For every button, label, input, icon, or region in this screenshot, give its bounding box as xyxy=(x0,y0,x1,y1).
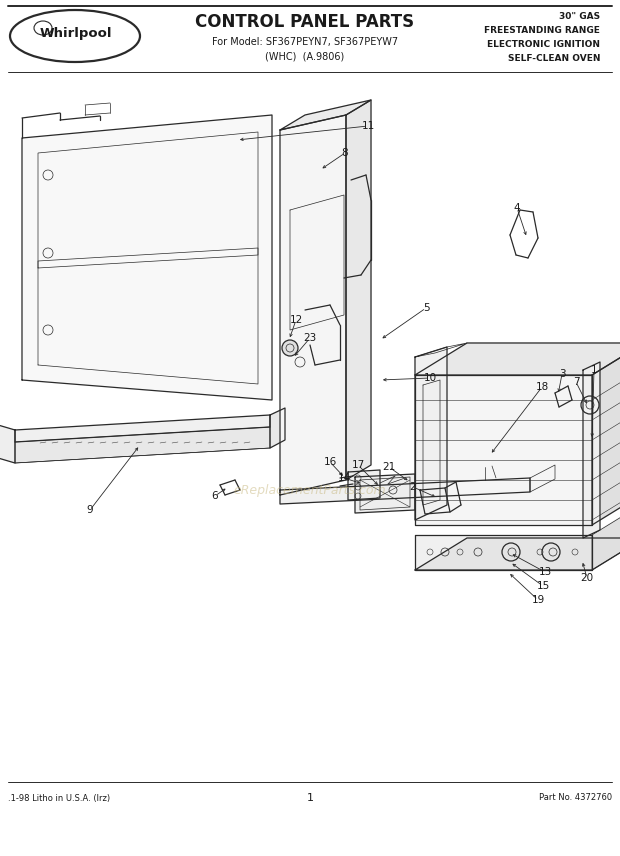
Polygon shape xyxy=(270,408,285,448)
Polygon shape xyxy=(22,115,272,400)
Polygon shape xyxy=(415,347,447,520)
Text: eReplacementParts.com: eReplacementParts.com xyxy=(234,484,386,496)
Text: 15: 15 xyxy=(536,581,549,591)
Text: 6: 6 xyxy=(211,491,218,501)
Text: For Model: SF367PEYN7, SF367PEYW7: For Model: SF367PEYN7, SF367PEYW7 xyxy=(212,37,398,47)
Polygon shape xyxy=(280,478,530,504)
Polygon shape xyxy=(355,474,415,513)
Text: 16: 16 xyxy=(324,457,337,467)
Text: 7: 7 xyxy=(573,377,579,387)
Circle shape xyxy=(282,340,298,356)
Text: 21: 21 xyxy=(383,462,396,472)
Circle shape xyxy=(581,396,599,414)
Polygon shape xyxy=(592,343,620,525)
Polygon shape xyxy=(415,538,620,570)
Text: 2: 2 xyxy=(410,482,416,492)
Polygon shape xyxy=(415,535,592,570)
Text: 1: 1 xyxy=(591,365,597,375)
Text: Whirlpool: Whirlpool xyxy=(40,27,112,39)
Text: 17: 17 xyxy=(352,460,365,470)
Text: 4: 4 xyxy=(514,203,520,213)
Text: SELF-CLEAN OVEN: SELF-CLEAN OVEN xyxy=(508,54,600,62)
Polygon shape xyxy=(592,503,620,570)
Text: 9: 9 xyxy=(87,505,94,515)
Text: (WHC)  (A.9806): (WHC) (A.9806) xyxy=(265,51,345,61)
Polygon shape xyxy=(346,100,371,480)
Polygon shape xyxy=(280,115,346,495)
Polygon shape xyxy=(0,425,15,463)
Polygon shape xyxy=(15,427,270,463)
Text: 11: 11 xyxy=(361,121,374,131)
Text: 23: 23 xyxy=(303,333,317,343)
Polygon shape xyxy=(348,470,380,500)
Text: 5: 5 xyxy=(423,303,429,313)
Polygon shape xyxy=(415,375,592,525)
Text: 8: 8 xyxy=(342,148,348,158)
Text: FREESTANDING RANGE: FREESTANDING RANGE xyxy=(484,26,600,34)
Text: 20: 20 xyxy=(580,573,593,583)
Text: 14: 14 xyxy=(337,473,351,483)
Text: ELECTRONIC IGNITION: ELECTRONIC IGNITION xyxy=(487,39,600,49)
Polygon shape xyxy=(583,362,600,538)
Text: 13: 13 xyxy=(538,567,552,577)
Text: 18: 18 xyxy=(536,382,549,392)
Text: 12: 12 xyxy=(290,315,303,325)
Polygon shape xyxy=(530,465,555,492)
Polygon shape xyxy=(15,415,270,442)
Text: Part No. 4372760: Part No. 4372760 xyxy=(539,794,612,803)
Circle shape xyxy=(471,439,499,467)
Text: CONTROL PANEL PARTS: CONTROL PANEL PARTS xyxy=(195,13,415,31)
Text: 30" GAS: 30" GAS xyxy=(559,11,600,21)
Text: 1: 1 xyxy=(306,793,314,803)
Text: .1-98 Litho in U.S.A. (lrz): .1-98 Litho in U.S.A. (lrz) xyxy=(8,794,110,803)
Polygon shape xyxy=(420,488,450,514)
Text: 19: 19 xyxy=(531,595,544,605)
Polygon shape xyxy=(280,100,371,130)
Text: 10: 10 xyxy=(423,373,436,383)
Text: 3: 3 xyxy=(559,369,565,379)
Polygon shape xyxy=(415,343,620,375)
